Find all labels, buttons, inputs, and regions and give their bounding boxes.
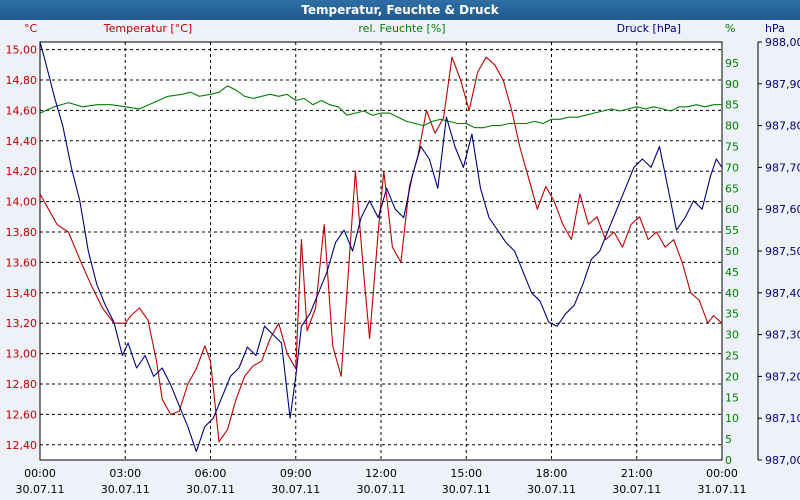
temperature-tick-label: 12,40 — [6, 439, 38, 452]
humidity-tick-label: 0 — [725, 454, 732, 467]
legend-temperature: Temperatur [°C] — [103, 22, 192, 35]
humidity-tick-label: 70 — [725, 161, 739, 174]
legend-humidity: rel. Feuchte [%] — [358, 22, 445, 35]
pressure-tick-label: 987,30 — [765, 329, 800, 342]
humidity-tick-label: 75 — [725, 141, 739, 154]
x-tick-date: 30.07.11 — [612, 483, 661, 496]
pressure-tick-label: 987,70 — [765, 161, 800, 174]
temperature-tick-label: 14,80 — [6, 74, 38, 87]
humidity-tick-label: 50 — [725, 245, 739, 258]
pressure-tick-label: 987,00 — [765, 454, 800, 467]
humidity-tick-label: 40 — [725, 287, 739, 300]
x-tick-time: 00:00 — [706, 467, 738, 480]
series-line-pressure — [39, 41, 723, 453]
pressure-tick-label: 987,40 — [765, 287, 800, 300]
temperature-tick-label: 13,60 — [6, 256, 38, 269]
legend-pressure: Druck [hPa] — [617, 22, 681, 35]
x-tick-time: 06:00 — [195, 467, 227, 480]
chart-area: 00:00 30.07.11 03:00 30.07.11 06:00 30.07.11 0… — [6, 22, 800, 496]
humidity-tick-label: 95 — [725, 57, 739, 70]
x-tick-date: 30.07.11 — [101, 483, 150, 496]
x-tick-date: 30.07.11 — [16, 483, 65, 496]
temperature-tick-label: 14,00 — [6, 196, 38, 209]
humidity-tick-label: 5 — [725, 433, 732, 446]
x-tick-time: 18:00 — [536, 467, 568, 480]
pressure-tick-label: 987,20 — [765, 370, 800, 383]
series-line-humidity — [39, 85, 722, 129]
pressure-tick-label: 987,60 — [765, 203, 800, 216]
chart-title: Temperatur, Feuchte & Druck — [0, 0, 800, 20]
humidity-tick-label: 15 — [725, 391, 739, 404]
x-tick-date: 30.07.11 — [357, 483, 406, 496]
x-tick-time: 12:00 — [365, 467, 397, 480]
x-tick-time: 09:00 — [280, 467, 312, 480]
x-tick-time: 15:00 — [450, 467, 482, 480]
humidity-tick-label: 60 — [725, 203, 739, 216]
humidity-tick-label: 20 — [725, 370, 739, 383]
pressure-tick-label: 987,10 — [765, 412, 800, 425]
humidity-tick-label: 30 — [725, 329, 739, 342]
x-tick-time: 00:00 — [24, 467, 56, 480]
temperature-unit-label: °C — [24, 22, 38, 35]
humidity-tick-label: 10 — [725, 412, 739, 425]
temperature-tick-label: 13,20 — [6, 317, 38, 330]
x-tick-time: 03:00 — [109, 467, 141, 480]
series-line-temperature — [39, 56, 723, 443]
humidity-tick-label: 25 — [725, 350, 739, 363]
pressure-tick-label: 988,00 — [765, 36, 800, 49]
humidity-tick-label: 80 — [725, 120, 739, 133]
humidity-tick-label: 45 — [725, 266, 739, 279]
humidity-tick-label: 35 — [725, 308, 739, 321]
humidity-tick-label: 85 — [725, 99, 739, 112]
temperature-tick-label: 13,40 — [6, 287, 38, 300]
humidity-tick-label: 90 — [725, 78, 739, 91]
temperature-tick-label: 14,20 — [6, 165, 38, 178]
pressure-tick-label: 987,90 — [765, 78, 800, 91]
temperature-tick-label: 14,60 — [6, 104, 38, 117]
pressure-tick-label: 987,50 — [765, 245, 800, 258]
humidity-tick-label: 65 — [725, 182, 739, 195]
humidity-unit-label: % — [725, 22, 735, 35]
humidity-tick-label: 55 — [725, 224, 739, 237]
temperature-tick-label: 12,60 — [6, 408, 38, 421]
pressure-tick-label: 987,80 — [765, 120, 800, 133]
x-tick-time: 21:00 — [621, 467, 653, 480]
temperature-tick-label: 13,00 — [6, 348, 38, 361]
x-tick-date: 30.07.11 — [442, 483, 491, 496]
temperature-tick-label: 14,40 — [6, 135, 38, 148]
x-tick-date: 30.07.11 — [186, 483, 235, 496]
temperature-tick-label: 15,00 — [6, 44, 38, 57]
plot-border — [39, 41, 723, 461]
temperature-tick-label: 12,80 — [6, 378, 38, 391]
x-tick-date: 30.07.11 — [527, 483, 576, 496]
temperature-tick-label: 13,80 — [6, 226, 38, 239]
x-tick-date: 30.07.11 — [271, 483, 320, 496]
x-tick-date: 31.07.11 — [698, 483, 747, 496]
pressure-unit-label: hPa — [765, 22, 785, 35]
